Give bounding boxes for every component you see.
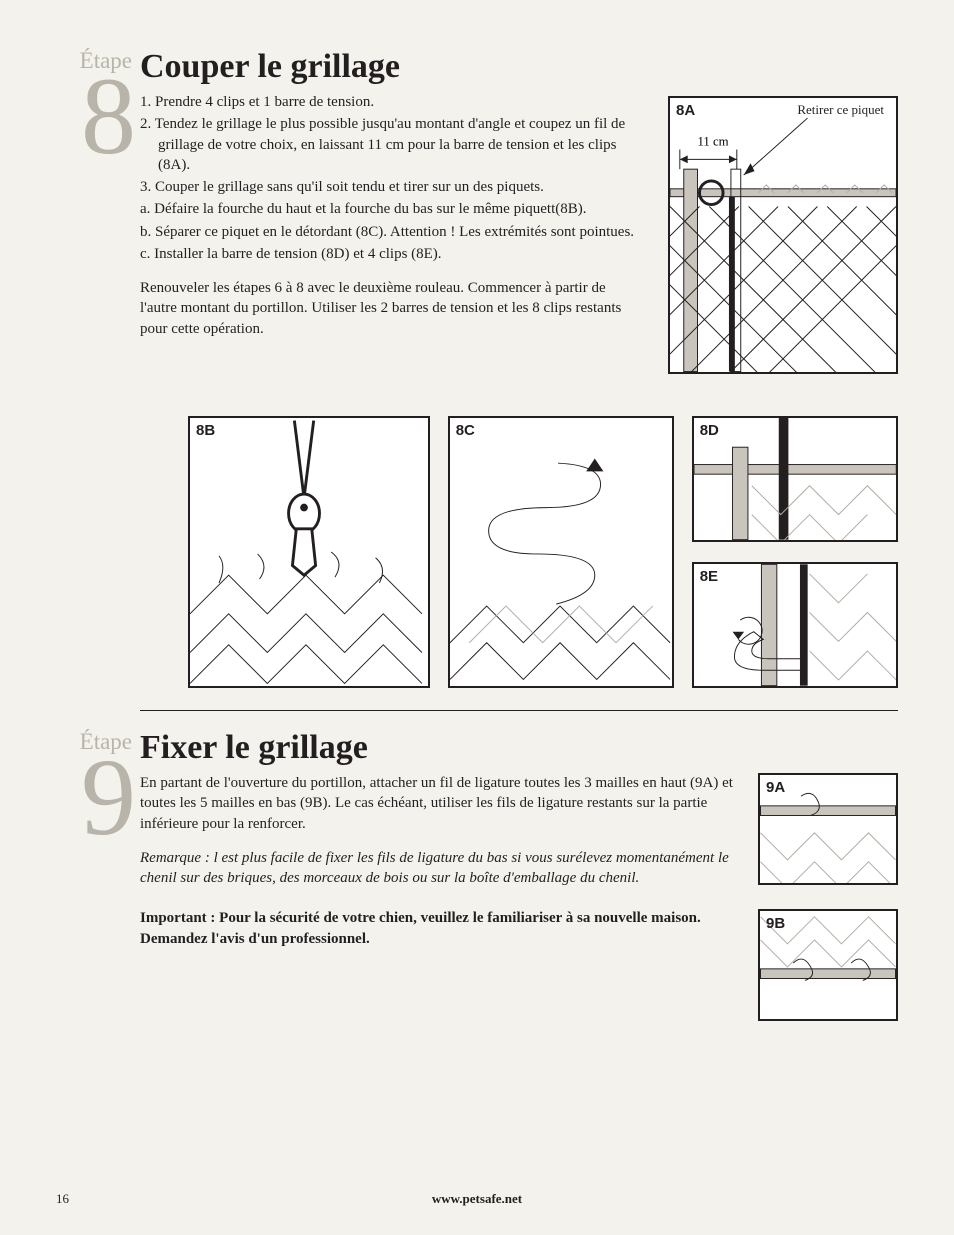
figure-label: 8C	[456, 422, 475, 439]
list-item: 1. Prendre 4 clips et 1 barre de tension…	[140, 92, 646, 112]
step-8-title: Couper le grillage	[140, 48, 898, 86]
diagram-8e	[694, 564, 896, 686]
figure-8e: 8E	[692, 562, 898, 688]
list-item: 2. Tendez le grillage le plus possible j…	[140, 114, 646, 175]
figure-label: 9B	[766, 915, 785, 932]
figure-label: 8E	[700, 568, 718, 585]
diagram-8a: 11 cm	[670, 98, 896, 372]
step-8-text: 1. Prendre 4 clips et 1 barre de tension…	[140, 92, 646, 374]
step-9-note: Remarque : l est plus facile de fixer le…	[140, 848, 736, 889]
page: Étape 8 Couper le grillage 1. Prendre 4 …	[0, 0, 954, 1235]
figure-9a: 9A	[758, 773, 898, 885]
figure-label: 8A	[676, 102, 695, 119]
footer: 16 www.petsafe.net	[0, 1191, 954, 1207]
step-8-label: Étape 8	[56, 48, 140, 160]
step-9-para: En partant de l'ouverture du portillon, …	[140, 773, 736, 834]
figure-caption: Retirer ce piquet	[797, 102, 884, 118]
step-9-body: Fixer le grillage En partant de l'ouvert…	[140, 729, 898, 1021]
step-9-important: Important : Pour la sécurité de votre ch…	[140, 908, 736, 949]
divider	[140, 710, 898, 711]
figure-9b: 9B	[758, 909, 898, 1021]
figure-8c: 8C	[448, 416, 674, 688]
figure-label: 8D	[700, 422, 719, 439]
step-9-text: En partant de l'ouverture du portillon, …	[140, 773, 736, 1021]
step-9-label: Étape 9	[56, 729, 140, 841]
figure-label: 8B	[196, 422, 215, 439]
figure-8b: 8B	[188, 416, 430, 688]
diagram-8c	[450, 418, 672, 686]
figure-8d: 8D	[692, 416, 898, 542]
step-8-list: 1. Prendre 4 clips et 1 barre de tension…	[140, 92, 646, 264]
step-9-content-row: En partant de l'ouverture du portillon, …	[140, 773, 898, 1021]
list-subitem: c. Installer la barre de tension (8D) et…	[140, 244, 646, 264]
list-item: 3. Couper le grillage sans qu'il soit te…	[140, 177, 646, 197]
step-8-content-row: 1. Prendre 4 clips et 1 barre de tension…	[140, 92, 898, 374]
step-number: 9	[56, 755, 132, 841]
footer-url: www.petsafe.net	[0, 1191, 954, 1207]
step-number: 8	[56, 74, 132, 160]
list-subitem: b. Séparer ce piquet en le détordant (8C…	[140, 222, 646, 242]
page-number: 16	[56, 1191, 69, 1207]
step-9: Étape 9 Fixer le grillage En partant de …	[56, 729, 898, 1021]
diagram-8b	[190, 418, 428, 686]
step-8: Étape 8 Couper le grillage 1. Prendre 4 …	[56, 48, 898, 374]
figure-8a: 8A Retirer ce piquet 11 cm	[668, 96, 898, 374]
diagram-8d	[694, 418, 896, 540]
figure-label: 9A	[766, 779, 785, 796]
step-8-body: Couper le grillage 1. Prendre 4 clips et…	[140, 48, 898, 374]
figure-col-8de: 8D 8E	[692, 416, 898, 688]
list-subitem: a. Défaire la fourche du haut et la four…	[140, 199, 646, 219]
figure-col-9: 9A 9B	[758, 773, 898, 1021]
step-9-title: Fixer le grillage	[140, 729, 898, 767]
figure-8a-col: 8A Retirer ce piquet 11 cm	[668, 92, 898, 374]
step-8-followup: Renouveler les étapes 6 à 8 avec le deux…	[140, 278, 646, 339]
dimension-text: 11 cm	[698, 135, 729, 149]
figure-row-8bcde: 8B 8C	[56, 416, 898, 688]
